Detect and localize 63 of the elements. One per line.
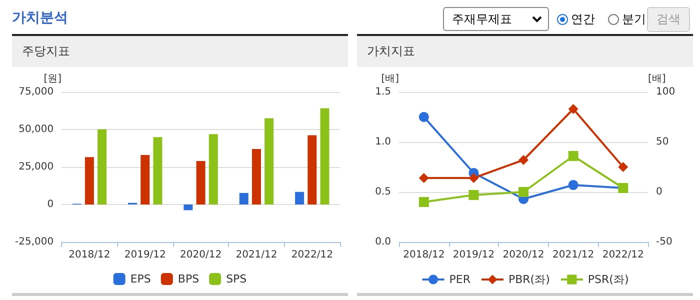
- bar: [84, 157, 94, 204]
- y-tick-label: 1.5: [375, 86, 391, 98]
- x-tick-label: 2020/12: [502, 250, 544, 260]
- y-tick-label: 75,000: [18, 86, 54, 98]
- x-tick-label: 2019/12: [124, 250, 166, 260]
- point: [518, 187, 528, 197]
- y-tick-label: 0: [47, 199, 54, 210]
- y-axis-title: [원]: [44, 74, 62, 84]
- legend-label: PER: [449, 273, 471, 286]
- text: 연간: [570, 11, 595, 28]
- bar: [98, 129, 107, 204]
- chart-title: 주당지표: [12, 34, 348, 67]
- bar: [153, 137, 162, 204]
- y2-tick-label: 50: [656, 136, 669, 148]
- x-tick-label: 2018/12: [403, 250, 445, 260]
- point: [568, 180, 578, 190]
- point: [418, 173, 429, 183]
- bar: [196, 161, 206, 204]
- point: [618, 162, 628, 172]
- bar: [184, 204, 193, 210]
- point: [518, 155, 528, 165]
- y-tick-label: -25,000: [14, 236, 54, 248]
- y-axis-title: [배]: [381, 74, 400, 84]
- bar: [239, 192, 248, 204]
- x-tick-label: 2021/12: [552, 250, 594, 260]
- chart-title: 가치지표: [357, 34, 693, 67]
- x-tick-label: 2018/12: [68, 250, 110, 260]
- point: [418, 112, 429, 122]
- text: 주재무제표: [443, 7, 549, 31]
- bar: [295, 192, 304, 204]
- x-tick-label: 2020/12: [180, 250, 222, 260]
- point: [418, 197, 429, 207]
- bar: [252, 149, 261, 204]
- x-tick-label: 2022/12: [291, 250, 333, 260]
- y-tick-label: 50,000: [18, 124, 54, 135]
- y2-tick-label: -50: [656, 236, 672, 248]
- point: [468, 173, 479, 183]
- point: [468, 190, 479, 200]
- y-tick-label: 0.5: [375, 186, 391, 198]
- bar: [264, 118, 274, 204]
- legend-label: PSR(좌): [588, 273, 629, 286]
- x-tick-label: 2019/12: [452, 250, 494, 260]
- text: 가치분석: [12, 9, 68, 27]
- bar: [308, 135, 317, 204]
- x-tick-label: 2021/12: [236, 250, 278, 260]
- y-tick-label: 1.0: [375, 136, 391, 148]
- point: [568, 104, 578, 114]
- y2-tick-label: 0: [656, 186, 662, 198]
- legend-label: BPS: [178, 272, 200, 286]
- legend-label: EPS: [130, 272, 151, 286]
- text: 분기: [621, 11, 646, 28]
- y2-axis-title: [배]: [648, 74, 666, 84]
- bar: [320, 108, 330, 204]
- point: [568, 151, 578, 161]
- bar: [140, 155, 150, 204]
- x-tick-label: 2022/12: [602, 250, 644, 260]
- y-tick-label: 25,000: [18, 162, 54, 172]
- legend-label: SPS: [226, 272, 247, 286]
- text: 검색: [647, 7, 690, 32]
- bar: [208, 134, 218, 204]
- legend-label: PBR(좌): [508, 273, 550, 286]
- y2-tick-label: 100: [656, 86, 676, 98]
- y-tick-label: 0.0: [375, 236, 391, 248]
